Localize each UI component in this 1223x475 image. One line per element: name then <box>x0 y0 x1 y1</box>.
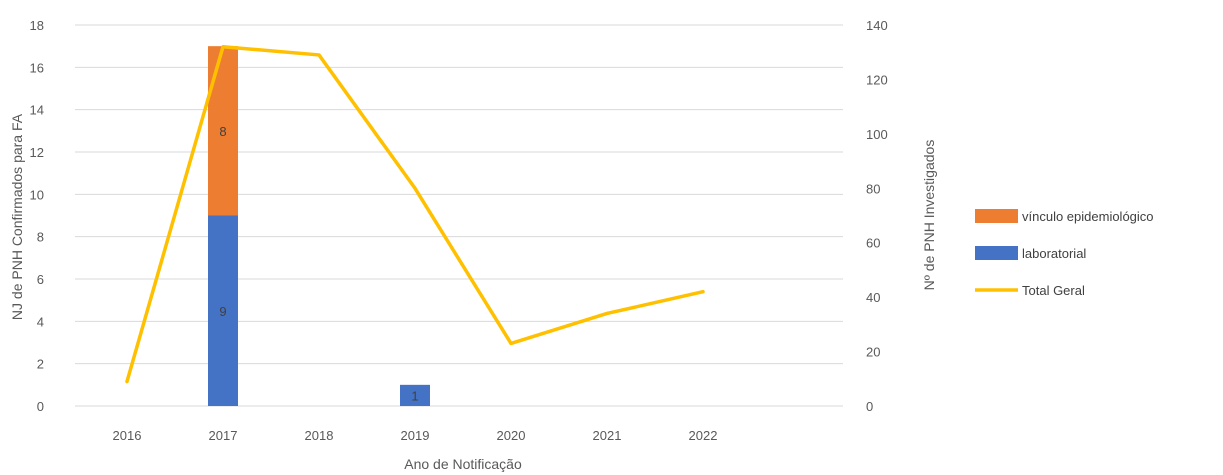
y2-tick-label: 60 <box>866 236 880 251</box>
y-tick-label: 16 <box>30 60 44 75</box>
y-axis-left-ticks: 0 2 4 6 8 10 12 14 16 18 <box>30 18 44 414</box>
y2-tick-label: 40 <box>866 290 880 305</box>
y2-tick-label: 0 <box>866 399 873 414</box>
line-point <box>509 341 513 346</box>
x-tick-label: 2019 <box>401 428 430 443</box>
y-tick-label: 10 <box>30 187 44 202</box>
y-tick-label: 4 <box>37 314 44 329</box>
y2-tick-label: 100 <box>866 127 888 142</box>
y-tick-label: 2 <box>37 357 44 372</box>
bar <box>208 215 238 406</box>
y2-tick-label: 80 <box>866 181 880 196</box>
legend-label: laboratorial <box>1022 246 1086 261</box>
legend-label: vínculo epidemiológico <box>1022 209 1154 224</box>
y-axis-right-title: Nº de PNH Investigados <box>921 140 937 291</box>
y-tick-label: 12 <box>30 145 44 160</box>
y-tick-label: 18 <box>30 18 44 33</box>
x-axis-title: Ano de Notificação <box>404 456 522 472</box>
gridlines <box>75 24 843 407</box>
line-point <box>701 290 705 294</box>
x-tick-label: 2016 <box>113 428 142 443</box>
x-tick-label: 2020 <box>497 428 526 443</box>
legend: vínculo epidemiológico laboratorial Total … <box>975 209 1154 298</box>
bar-series: 9 8 1 <box>208 46 430 406</box>
y2-tick-label: 140 <box>866 18 888 33</box>
line-point <box>125 379 129 384</box>
line-series <box>125 45 705 384</box>
bar-data-label: 9 <box>219 304 226 319</box>
y-axis-right-ticks: 0 20 40 60 80 100 120 140 <box>866 18 888 414</box>
bar <box>400 384 430 406</box>
line-point <box>221 45 225 49</box>
bar-data-label: 1 <box>411 388 418 403</box>
y-tick-label: 14 <box>30 103 44 118</box>
y-tick-label: 8 <box>37 230 44 245</box>
y-tick-label: 6 <box>37 272 44 287</box>
x-tick-label: 2022 <box>689 428 718 443</box>
x-tick-label: 2017 <box>209 428 238 443</box>
legend-label: Total Geral <box>1022 283 1085 298</box>
x-axis-ticks: 2016 2017 2018 2019 2020 2021 2022 <box>113 428 718 443</box>
y-axis-left-title: NJ de PNH Confirmados para FA <box>9 113 25 320</box>
bar <box>208 46 238 216</box>
x-tick-label: 2021 <box>593 428 622 443</box>
legend-swatch <box>975 246 1018 260</box>
legend-swatch <box>975 209 1018 223</box>
y-tick-label: 0 <box>37 399 44 414</box>
y2-tick-label: 120 <box>866 72 888 87</box>
y2-tick-label: 20 <box>866 345 880 360</box>
line-point <box>413 186 417 190</box>
line-point <box>317 53 321 57</box>
x-tick-label: 2018 <box>305 428 334 443</box>
line-point <box>605 311 609 316</box>
bar-data-label: 8 <box>219 124 226 139</box>
